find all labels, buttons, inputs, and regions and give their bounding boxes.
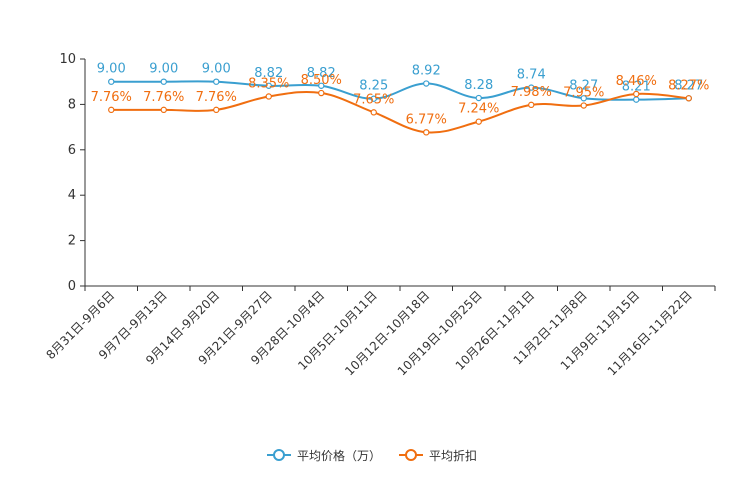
data-point-1 (213, 106, 220, 114)
data-label-1: 8.35% (248, 76, 289, 91)
data-label-1: 7.65% (353, 92, 394, 107)
line-chart: 0 2 4 6 8 10 8月31日-9月6日9月7日-9月13日9月14日-9月20日9… (43, 52, 716, 378)
data-point-0 (475, 94, 482, 102)
legend-item-discount[interactable]: 平均折扣 (399, 447, 477, 464)
y-tick-label: 6 (68, 143, 76, 158)
y-tick-label: 0 (68, 279, 76, 294)
data-point-0 (318, 82, 325, 89)
data-label-0: 8.92 (412, 64, 441, 79)
legend-price-label: 平均价格（万） (296, 448, 381, 463)
data-label-0: 9.00 (202, 62, 231, 77)
legend-price-dot (272, 449, 285, 461)
data-label-1: 7.76% (143, 90, 184, 105)
data-point-0 (528, 84, 535, 91)
data-point-0 (370, 95, 377, 102)
data-point-1 (160, 106, 167, 114)
data-point-1 (108, 106, 115, 114)
data-label-1: 8.27% (668, 78, 709, 93)
data-label-0: 8.74 (517, 68, 546, 83)
data-point-1 (423, 129, 430, 136)
y-axis: 0 2 4 6 8 10 (59, 52, 86, 294)
data-point-1 (318, 89, 325, 97)
legend: 平均价格（万） 平均折扣 (0, 444, 744, 466)
data-label-1: 6.77% (406, 112, 447, 127)
data-label-0: 8.27 (674, 78, 703, 93)
legend-discount-dot (405, 449, 417, 461)
data-label-1: 7.24% (458, 102, 499, 117)
data-point-1 (633, 90, 640, 98)
data-label-0: 9.00 (149, 62, 178, 77)
legend-price-swatch-icon (266, 449, 291, 461)
series-layer (108, 78, 692, 136)
y-tick-label: 4 (68, 188, 76, 203)
data-label-0: 8.25 (359, 79, 388, 94)
data-label-0: 9.00 (97, 62, 126, 77)
data-label-1: 7.98% (511, 85, 552, 100)
y-tick-label: 8 (68, 97, 76, 112)
data-point-0 (580, 95, 587, 102)
data-label-1: 8.46% (616, 74, 657, 89)
data-point-0 (213, 78, 220, 85)
legend-item-price[interactable]: 平均价格（万） (266, 447, 381, 464)
data-point-1 (685, 95, 692, 102)
legend-discount-swatch-icon (399, 449, 423, 461)
series-line-1 (111, 90, 689, 134)
x-axis: 8月31日-9月6日9月7日-9月13日9月14日-9月20日9月21日-9月2… (43, 285, 716, 378)
data-point-0 (265, 82, 272, 89)
data-point-1 (580, 102, 587, 109)
data-point-1 (475, 118, 482, 125)
y-tick-label: 10 (59, 52, 76, 67)
series-line-0 (111, 80, 689, 101)
data-label-1: 7.76% (91, 90, 132, 105)
data-point-1 (528, 101, 535, 109)
data-label-0: 8.21 (622, 80, 651, 95)
data-label-1: 7.76% (196, 90, 237, 105)
data-point-0 (423, 80, 430, 87)
data-label-layer: 9.00 9.00 9.00 8.82 8.82 8.25 8.92 8.28 8.74 8.27… (91, 62, 710, 128)
data-label-0: 8.82 (307, 66, 336, 81)
data-label-0: 8.27 (569, 78, 598, 93)
data-label-0: 8.28 (464, 78, 493, 93)
y-tick-label: 2 (68, 234, 76, 249)
data-label-0: 8.82 (254, 66, 283, 81)
data-point-1 (265, 93, 272, 100)
data-point-0 (633, 96, 640, 103)
data-label-1: 7.95% (563, 86, 604, 101)
data-point-0 (160, 78, 167, 85)
data-label-1: 8.50% (301, 73, 342, 88)
data-point-0 (108, 78, 115, 85)
legend-discount-label: 平均折扣 (429, 448, 478, 463)
data-point-1 (370, 109, 377, 116)
